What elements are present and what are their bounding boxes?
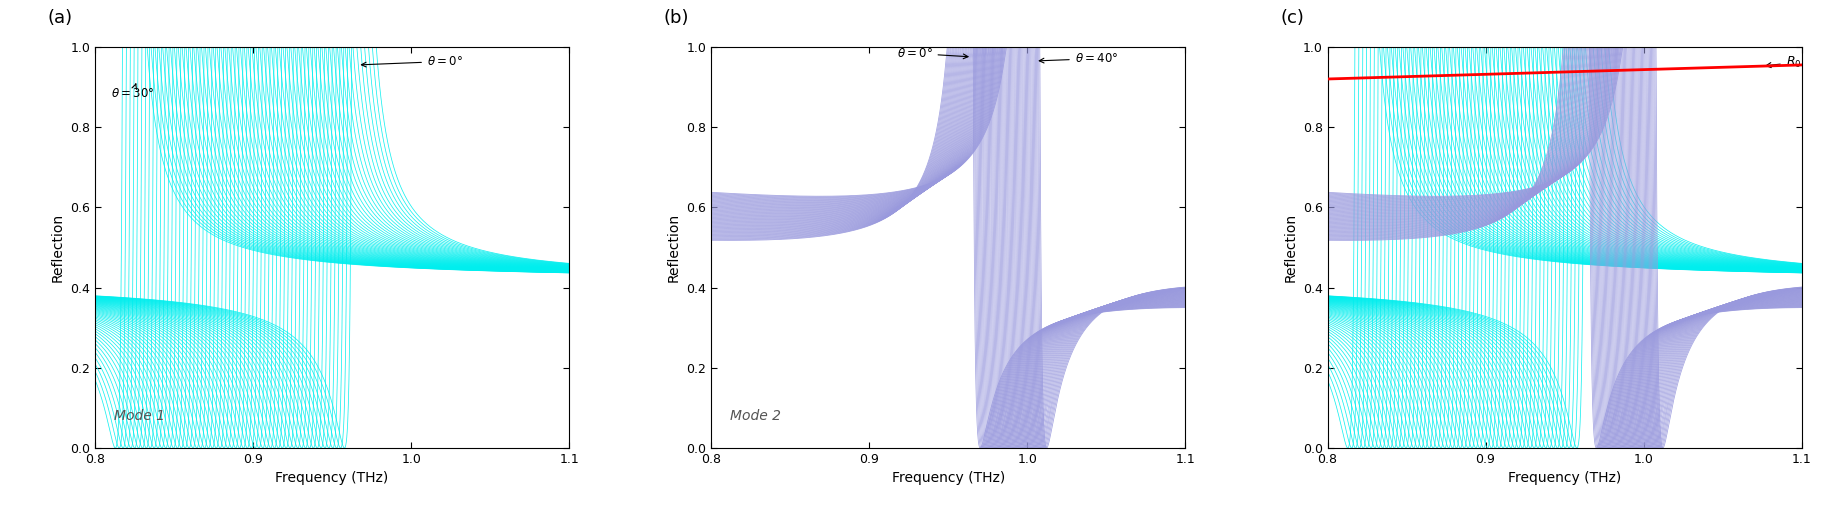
Text: $\theta=0°$: $\theta=0°$ — [362, 55, 463, 68]
X-axis label: Frequency (THz): Frequency (THz) — [1507, 472, 1620, 486]
Text: (b): (b) — [664, 9, 690, 27]
Text: $\theta=0°$: $\theta=0°$ — [896, 47, 968, 60]
Text: (a): (a) — [48, 9, 73, 27]
Text: $\theta=30°$: $\theta=30°$ — [112, 84, 154, 100]
Text: Mode 1: Mode 1 — [113, 409, 165, 423]
Y-axis label: Reflection: Reflection — [51, 213, 64, 282]
X-axis label: Frequency (THz): Frequency (THz) — [276, 472, 390, 486]
Text: $\theta=40°$: $\theta=40°$ — [1039, 52, 1118, 65]
Y-axis label: Reflection: Reflection — [668, 213, 680, 282]
X-axis label: Frequency (THz): Frequency (THz) — [893, 472, 1004, 486]
Text: Mode 2: Mode 2 — [730, 409, 781, 423]
Y-axis label: Reflection: Reflection — [1284, 213, 1297, 282]
Text: $R_0$: $R_0$ — [1767, 55, 1802, 70]
Text: (c): (c) — [1280, 9, 1304, 27]
